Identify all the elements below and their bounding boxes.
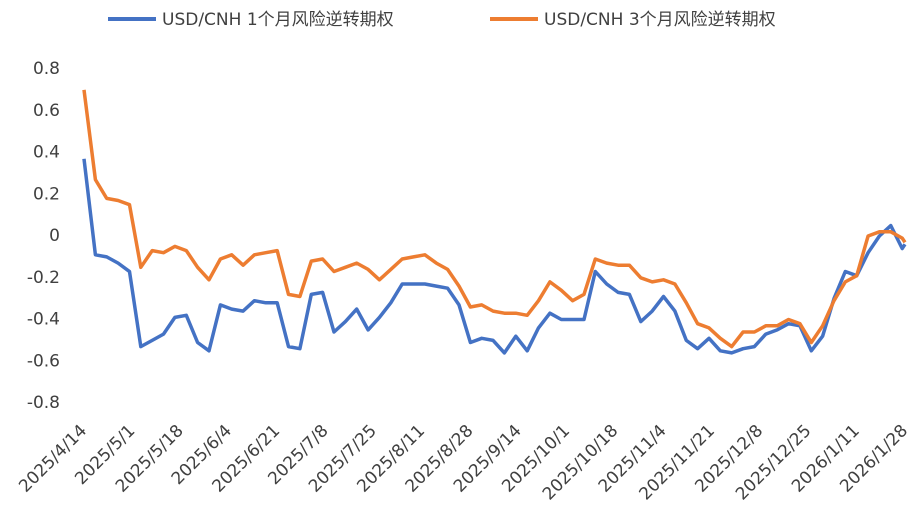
series-line bbox=[82, 158, 907, 355]
y-tick-label: -0.2 bbox=[27, 268, 60, 288]
legend-label: USD/CNH 3个月风险逆转期权 bbox=[544, 10, 776, 30]
series-line bbox=[82, 89, 907, 349]
y-tick-label: 0.6 bbox=[33, 101, 60, 121]
y-tick-label: -0.8 bbox=[27, 393, 60, 413]
y-tick-label: -0.4 bbox=[27, 310, 60, 330]
legend-label: USD/CNH 1个月风险逆转期权 bbox=[162, 10, 394, 30]
y-tick-label: 0.4 bbox=[33, 143, 60, 163]
y-tick-label: 0.2 bbox=[33, 184, 60, 204]
x-tick-label: 2025/4/14 bbox=[15, 421, 91, 497]
y-tick-label: -0.6 bbox=[27, 351, 60, 371]
y-tick-label: 0.8 bbox=[33, 59, 60, 79]
y-tick-label: 0 bbox=[49, 226, 60, 246]
